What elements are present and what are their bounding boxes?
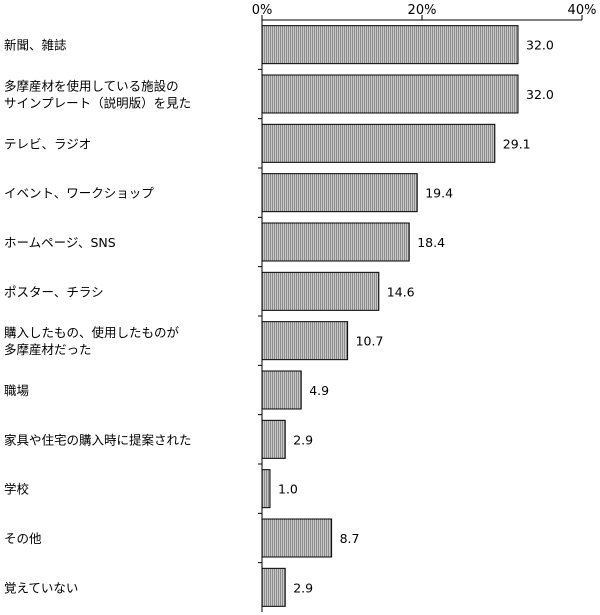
value-label: 32.0	[526, 38, 554, 53]
value-label: 2.9	[293, 580, 313, 595]
bar	[261, 518, 333, 558]
bar	[261, 321, 349, 361]
x-tick-label: 40%	[568, 3, 597, 18]
value-label: 2.9	[293, 432, 313, 447]
category-label: 職場	[4, 383, 29, 398]
value-label: 4.9	[309, 383, 329, 398]
category-label: 家具や住宅の購入時に提案された	[4, 432, 192, 447]
value-label: 32.0	[526, 87, 554, 102]
bar	[261, 173, 418, 213]
x-tick-label: 20%	[408, 3, 437, 18]
x-tick-label: 0%	[252, 3, 273, 18]
value-label: 29.1	[503, 136, 531, 151]
bar	[261, 567, 286, 607]
x-axis-ticks: 0% 20% 40%	[252, 3, 597, 20]
bar	[261, 271, 380, 311]
category-label: 覚えていない	[4, 580, 78, 595]
bar	[261, 222, 410, 262]
axes	[258, 19, 582, 612]
value-label: 18.4	[417, 235, 445, 250]
bars	[261, 25, 519, 607]
bar	[261, 74, 519, 114]
value-label: 10.7	[356, 334, 384, 349]
bar	[261, 123, 496, 163]
bar	[261, 25, 519, 65]
bar	[261, 469, 271, 509]
category-label: テレビ、ラジオ	[4, 136, 91, 151]
bar	[261, 370, 302, 410]
value-labels: 32.0 32.0 29.1 19.4 18.4 14.6 10.7 4.9 2.9 1.0 8.7…	[278, 38, 554, 596]
value-label: 14.6	[387, 284, 415, 299]
bar	[261, 419, 286, 459]
category-label: ポスター、チラシ	[4, 284, 104, 299]
category-label: 新聞、雑誌	[4, 38, 67, 53]
category-label: 多摩産材を使用している施設のサインプレート（説明版）を見た	[4, 79, 191, 111]
category-label: ホームページ、SNS	[4, 235, 116, 250]
category-label: イベント、ワークショップ	[4, 186, 154, 201]
value-label: 8.7	[340, 531, 360, 546]
category-labels: 新聞、雑誌多摩産材を使用している施設のサインプレート（説明版）を見たテレビ、ラジ…	[4, 38, 192, 596]
value-label: 19.4	[425, 186, 453, 201]
category-label: 学校	[4, 482, 30, 497]
value-label: 1.0	[278, 482, 298, 497]
category-label: その他	[4, 531, 42, 546]
category-label: 購入したもの、使用したものが多摩産材だった	[4, 325, 180, 357]
